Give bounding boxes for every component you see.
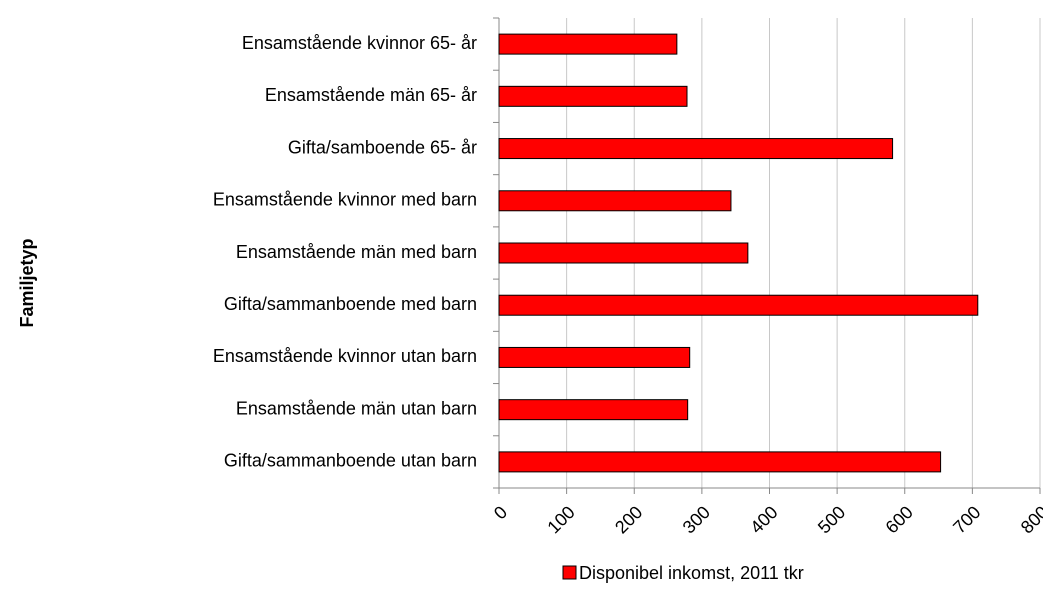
legend-label: Disponibel inkomst, 2011 tkr [579,563,804,583]
x-tick-label: 200 [611,502,646,537]
y-tick-label: Ensamstående kvinnor med barn [213,190,477,210]
x-tick-label: 100 [543,502,578,537]
y-tick-label: Ensamstående män 65- år [265,85,477,105]
y-tick-label: Ensamstående kvinnor utan barn [213,346,477,366]
y-tick-label: Gifta/sammanboende utan barn [224,451,477,471]
x-tick-label: 600 [882,502,917,537]
x-tick-label: 800 [1017,502,1043,537]
bar [498,451,942,473]
bar [498,85,688,107]
y-tick-label: Ensamstående män med barn [236,242,477,262]
x-tick-label: 300 [679,502,714,537]
bar [498,399,689,421]
bar [498,33,678,55]
y-tick-label: Ensamstående kvinnor 65- år [242,33,477,53]
x-tick-label: 400 [746,502,781,537]
bar [498,190,732,212]
legend-swatch [562,565,577,580]
x-tick-label: 0 [490,502,511,523]
y-tick-label: Gifta/sammanboende med barn [224,294,477,314]
y-tick-label: Ensamstående män utan barn [236,398,477,418]
bar [498,242,749,264]
bar [498,138,894,160]
bar [498,294,979,316]
x-tick-label: 500 [814,502,849,537]
x-tick-label: 700 [949,502,984,537]
y-tick-label: Gifta/samboende 65- år [288,137,477,157]
y-axis-title: Familjetyp [17,238,37,327]
bar [498,346,691,368]
